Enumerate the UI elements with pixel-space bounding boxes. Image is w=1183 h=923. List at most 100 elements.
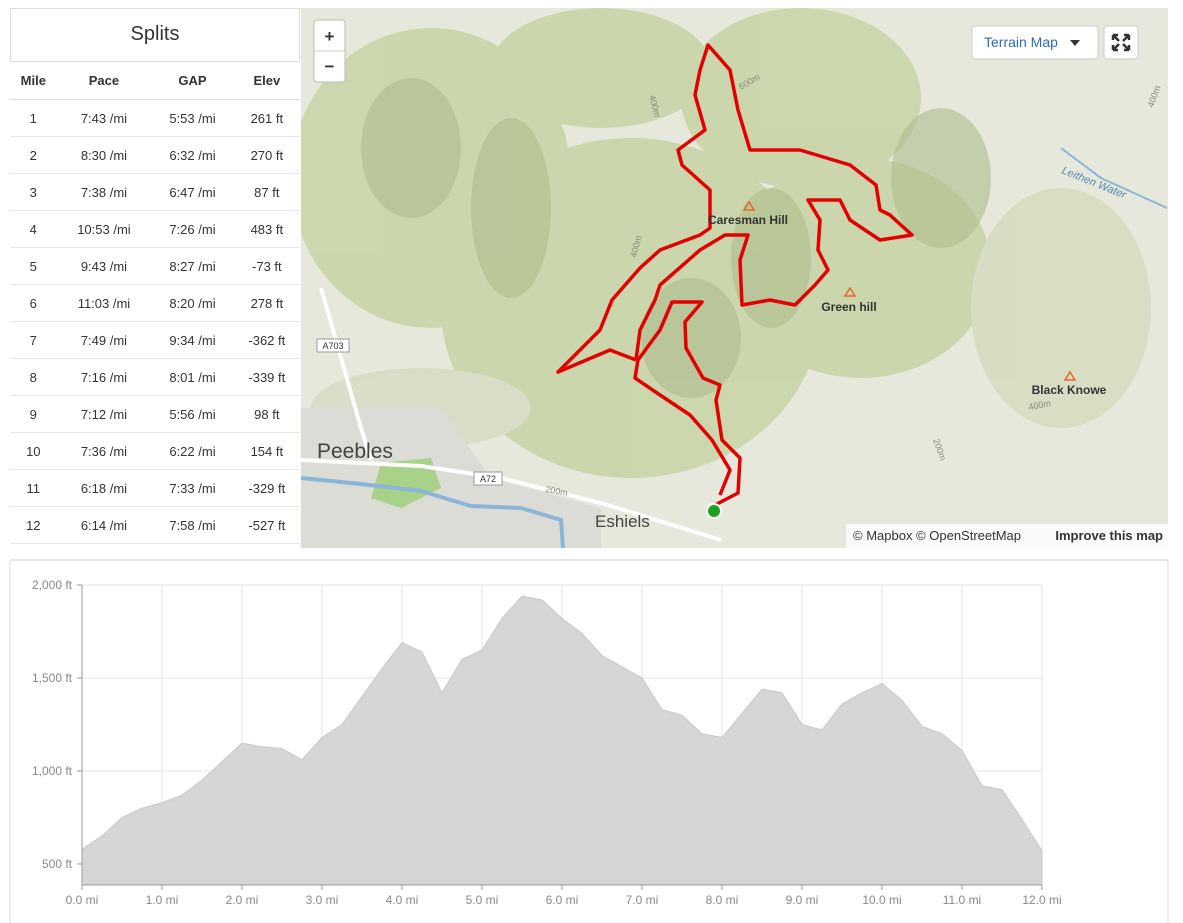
y-tick-label: 2,000 ft xyxy=(32,578,73,592)
split-row: 6 11:03 /mi 8:20 /mi 278 ft xyxy=(10,284,300,322)
split-cell: 483 ft xyxy=(233,210,300,248)
split-cell: -73 ft xyxy=(233,247,300,285)
zoom-out[interactable]: − xyxy=(325,57,335,76)
split-cell: 7:43 /mi xyxy=(56,99,152,137)
split-cell: 6 xyxy=(10,284,57,322)
contour-label: 200m xyxy=(545,484,569,498)
split-row: 12 6:14 /mi 7:58 /mi -527 ft xyxy=(10,506,300,544)
split-row: 5 9:43 /mi 8:27 /mi -73 ft xyxy=(10,247,300,285)
split-cell: 8:30 /mi xyxy=(56,136,152,174)
split-row: 9 7:12 /mi 5:56 /mi 98 ft xyxy=(10,395,300,433)
split-cell: 98 ft xyxy=(233,395,300,433)
map-label: Green hill xyxy=(821,300,876,314)
x-tick-label: 3.0 mi xyxy=(306,893,339,907)
split-row: 11 6:18 /mi 7:33 /mi -329 ft xyxy=(10,469,300,507)
town xyxy=(301,408,601,548)
split-cell: 5:53 /mi xyxy=(151,99,234,137)
split-cell: 5:56 /mi xyxy=(151,395,234,433)
x-tick-label: 11.0 mi xyxy=(943,893,981,907)
start-marker xyxy=(706,503,722,519)
split-cell: 12 xyxy=(10,506,57,544)
split-cell: 9:34 /mi xyxy=(151,321,234,359)
y-tick-label: 1,500 ft xyxy=(32,671,73,685)
x-tick-label: 0.0 mi xyxy=(66,893,99,907)
fullscreen-button[interactable] xyxy=(1103,25,1139,60)
x-tick-label: 9.0 mi xyxy=(786,893,819,907)
x-tick-label: 10.0 mi xyxy=(862,893,901,907)
attribution-box xyxy=(846,524,1168,548)
x-tick-label: 8.0 mi xyxy=(706,893,739,907)
split-cell: 11 xyxy=(10,469,57,507)
split-cell: 7:16 /mi xyxy=(56,358,152,396)
improve-link[interactable]: Improve this map xyxy=(1055,528,1163,543)
split-cell: 8:20 /mi xyxy=(151,284,234,322)
split-cell: 10:53 /mi xyxy=(56,210,152,248)
splits-title: Splits xyxy=(10,8,300,61)
split-cell: 7:33 /mi xyxy=(151,469,234,507)
x-tick-label: 12.0 mi xyxy=(1022,893,1061,907)
x-tick-label: 1.0 mi xyxy=(146,893,179,907)
split-cell: 270 ft xyxy=(233,136,300,174)
split-row: 10 7:36 /mi 6:22 /mi 154 ft xyxy=(10,432,300,470)
split-cell: 8:01 /mi xyxy=(151,358,234,396)
split-cell: 7:12 /mi xyxy=(56,395,152,433)
map-label: A703 xyxy=(322,341,343,351)
dropdown-caret xyxy=(1070,40,1080,46)
x-tick-label: 4.0 mi xyxy=(386,893,419,907)
split-cell: 11:03 /mi xyxy=(56,284,152,322)
split-cell: 8:27 /mi xyxy=(151,247,234,285)
split-cell: 6:18 /mi xyxy=(56,469,152,507)
x-tick-label: 6.0 mi xyxy=(546,893,579,907)
split-row: 8 7:16 /mi 8:01 /mi -339 ft xyxy=(10,358,300,396)
split-cell: 7:38 /mi xyxy=(56,173,152,211)
style-button-label[interactable]: Terrain Map xyxy=(984,34,1058,50)
route xyxy=(556,43,914,507)
road-a703 xyxy=(319,287,373,461)
split-cell: 261 ft xyxy=(233,99,300,137)
split-cell: 6:32 /mi xyxy=(151,136,234,174)
park xyxy=(371,458,441,508)
attribution: © Mapbox © OpenStreetMap xyxy=(853,528,1021,543)
contour-label: 400m xyxy=(1028,398,1052,412)
split-row: 3 7:38 /mi 6:47 /mi 87 ft xyxy=(10,173,300,211)
style-button[interactable] xyxy=(971,25,1099,60)
split-cell: 7:26 /mi xyxy=(151,210,234,248)
split-cell: 9 xyxy=(10,395,57,433)
split-row: 1 7:43 /mi 5:53 /mi 261 ft xyxy=(10,99,300,137)
elevation-area xyxy=(81,595,1043,886)
split-cell: 6:22 /mi xyxy=(151,432,234,470)
split-cell: 2 xyxy=(10,136,57,174)
split-cell: 7:58 /mi xyxy=(151,506,234,544)
map-label: Peebles xyxy=(317,440,393,463)
river xyxy=(301,476,565,548)
split-cell: 7:36 /mi xyxy=(56,432,152,470)
split-cell: 7 xyxy=(10,321,57,359)
split-cell: -527 ft xyxy=(233,506,300,544)
column-header: GAP xyxy=(151,61,234,100)
column-header: Mile xyxy=(10,61,57,100)
split-cell: 5 xyxy=(10,247,57,285)
split-row: 7 7:49 /mi 9:34 /mi -362 ft xyxy=(10,321,300,359)
split-cell: 154 ft xyxy=(233,432,300,470)
zoom-in[interactable]: + xyxy=(325,27,335,46)
peaks xyxy=(742,200,1077,381)
split-cell: -329 ft xyxy=(233,469,300,507)
map[interactable]: Caresman Hill Green hill Black Knowe Pee… xyxy=(301,8,1168,548)
fullscreen-icon xyxy=(1111,33,1131,52)
stream xyxy=(1060,147,1168,209)
map-label: A72 xyxy=(480,474,496,484)
map-label: Caresman Hill xyxy=(708,213,788,227)
split-row: 2 8:30 /mi 6:32 /mi 270 ft xyxy=(10,136,300,174)
split-cell: 3 xyxy=(10,173,57,211)
split-cell: -339 ft xyxy=(233,358,300,396)
split-cell: 8 xyxy=(10,358,57,396)
x-tick-label: 2.0 mi xyxy=(226,893,259,907)
column-header: Elev xyxy=(233,61,300,100)
road-shield xyxy=(473,471,503,486)
split-cell: 9:43 /mi xyxy=(56,247,152,285)
split-cell: -362 ft xyxy=(233,321,300,359)
split-cell: 7:49 /mi xyxy=(56,321,152,359)
zoom-control xyxy=(313,19,346,83)
split-cell: 6:47 /mi xyxy=(151,173,234,211)
